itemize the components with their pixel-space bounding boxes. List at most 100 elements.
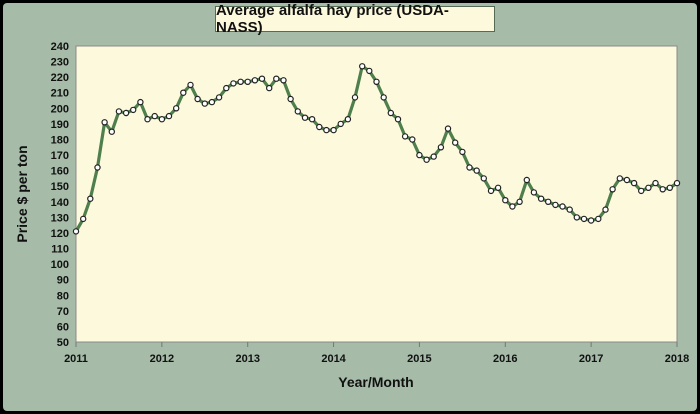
y-tick-label: 120	[51, 228, 69, 240]
y-tick-label: 130	[51, 212, 69, 224]
y-axis-ticks: 50 60 70 80 90 100 110 120 130 140 150 160 170 180 190…	[51, 41, 69, 349]
data-point	[452, 139, 459, 146]
x-axis-label: Year/Month	[338, 374, 413, 390]
data-point	[244, 78, 251, 86]
data-point	[258, 75, 266, 82]
y-tick-label: 180	[51, 134, 69, 146]
data-point	[566, 206, 573, 213]
data-point	[94, 164, 101, 171]
data-point	[287, 95, 294, 103]
data-point	[87, 195, 94, 202]
data-point	[337, 120, 344, 128]
data-point	[437, 144, 445, 151]
data-point	[645, 184, 652, 191]
x-tick-label: 2018	[665, 353, 689, 365]
data-point	[459, 148, 466, 156]
data-point	[101, 119, 108, 126]
data-point	[595, 215, 602, 223]
data-point	[673, 179, 681, 187]
data-point	[630, 179, 638, 187]
data-point	[602, 206, 609, 213]
data-point	[523, 176, 531, 184]
y-tick-label: 140	[51, 197, 69, 209]
y-tick-label: 50	[57, 337, 69, 349]
x-tick-label: 2012	[150, 353, 174, 365]
x-tick-label: 2016	[493, 353, 517, 365]
y-tick-label: 80	[57, 290, 69, 302]
data-point	[172, 105, 180, 112]
data-point	[530, 189, 538, 196]
data-point	[494, 184, 502, 191]
data-points	[72, 63, 681, 235]
y-tick-label: 100	[51, 259, 69, 271]
data-point	[308, 115, 316, 123]
data-point	[616, 175, 624, 182]
y-tick-label: 200	[51, 103, 69, 115]
data-point	[251, 77, 259, 84]
data-point	[573, 214, 581, 221]
data-point	[273, 75, 280, 82]
data-point	[237, 78, 244, 86]
x-tick-label: 2014	[321, 353, 346, 365]
data-point	[301, 114, 309, 121]
data-point	[502, 196, 509, 204]
data-point	[380, 94, 387, 101]
data-point	[323, 126, 330, 134]
y-tick-label: 60	[57, 321, 69, 333]
data-point	[638, 187, 645, 195]
data-point	[316, 123, 323, 131]
data-point	[359, 63, 366, 70]
data-point	[158, 115, 166, 123]
y-axis-label: Price $ per ton	[14, 145, 30, 242]
data-point	[129, 106, 137, 114]
data-point	[366, 67, 373, 75]
data-point	[194, 95, 201, 103]
data-point	[409, 136, 416, 143]
data-point	[559, 203, 566, 210]
data-point	[122, 109, 130, 117]
data-point	[509, 203, 516, 210]
data-point	[487, 187, 495, 195]
data-point	[387, 109, 394, 117]
data-point	[137, 98, 144, 106]
y-tick-label: 220	[51, 72, 69, 84]
data-point	[580, 215, 588, 223]
y-tick-label: 230	[51, 57, 69, 69]
y-tick-label: 210	[51, 88, 69, 100]
y-tick-label: 70	[57, 306, 69, 318]
data-point	[79, 215, 87, 223]
y-tick-label: 150	[51, 181, 69, 193]
data-point	[394, 115, 402, 123]
y-tick-label: 190	[51, 119, 69, 131]
x-tick-label: 2017	[579, 353, 603, 365]
data-point	[444, 125, 452, 132]
data-point	[165, 112, 173, 120]
data-point	[351, 94, 359, 101]
data-point	[201, 100, 208, 107]
data-point	[666, 184, 674, 191]
data-point	[430, 153, 437, 160]
y-tick-label: 160	[51, 166, 69, 178]
data-point	[344, 115, 352, 123]
y-tick-label: 90	[57, 275, 69, 287]
data-point	[473, 167, 480, 174]
data-point	[115, 108, 123, 115]
data-point	[480, 175, 487, 182]
data-point	[151, 112, 158, 120]
data-point	[623, 176, 631, 184]
data-point	[545, 198, 552, 205]
x-axis-ticks: 2011 2012 2013 2014 2015 2016 2017 2018	[64, 342, 689, 365]
data-point	[187, 81, 194, 89]
data-point	[330, 126, 337, 134]
data-point	[659, 186, 666, 193]
plot-area	[75, 45, 678, 343]
data-point	[180, 89, 187, 96]
data-point	[587, 217, 595, 224]
data-point	[208, 98, 216, 106]
data-point	[230, 80, 237, 87]
y-tick-label: 170	[51, 150, 69, 162]
data-point	[280, 77, 287, 84]
x-tick-label: 2015	[407, 353, 431, 365]
data-point	[144, 115, 151, 123]
